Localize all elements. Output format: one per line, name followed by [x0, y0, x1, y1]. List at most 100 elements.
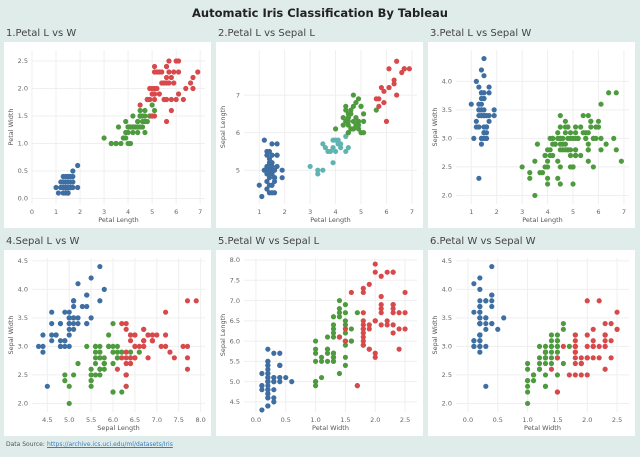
data-point-versicolor[interactable]: [348, 126, 354, 132]
data-point-virginica[interactable]: [123, 372, 129, 378]
data-point-setosa[interactable]: [274, 152, 280, 158]
data-point-setosa[interactable]: [261, 137, 267, 143]
data-point-versicolor[interactable]: [536, 355, 543, 361]
data-point-virginica[interactable]: [151, 113, 158, 119]
data-point-setosa[interactable]: [477, 343, 483, 350]
data-point-versicolor[interactable]: [606, 90, 612, 96]
data-point-setosa[interactable]: [75, 320, 81, 327]
data-point-virginica[interactable]: [384, 269, 390, 275]
data-point-setosa[interactable]: [489, 320, 495, 327]
data-point-setosa[interactable]: [88, 315, 94, 321]
data-point-setosa[interactable]: [66, 343, 72, 350]
data-point-virginica[interactable]: [372, 350, 378, 356]
data-point-virginica[interactable]: [399, 69, 405, 76]
data-point-setosa[interactable]: [477, 298, 483, 304]
data-point-setosa[interactable]: [274, 163, 280, 170]
data-point-versicolor[interactable]: [108, 140, 114, 147]
data-point-versicolor[interactable]: [542, 152, 548, 159]
data-point-virginica[interactable]: [171, 80, 177, 86]
data-point-virginica[interactable]: [402, 326, 408, 332]
data-point-versicolor[interactable]: [88, 366, 94, 372]
data-point-versicolor[interactable]: [127, 140, 134, 147]
data-point-versicolor[interactable]: [572, 152, 579, 159]
data-point-versicolor[interactable]: [345, 115, 351, 121]
data-point-virginica[interactable]: [566, 372, 572, 378]
data-point-setosa[interactable]: [473, 118, 479, 124]
data-point-virginica[interactable]: [151, 96, 158, 103]
data-point-versicolor[interactable]: [572, 147, 579, 153]
data-point-versicolor[interactable]: [110, 389, 116, 395]
data-point-virginica[interactable]: [141, 343, 147, 350]
data-point-versicolor[interactable]: [312, 350, 319, 356]
data-point-setosa[interactable]: [473, 78, 479, 84]
data-point-versicolor[interactable]: [524, 383, 531, 389]
data-point-virginica[interactable]: [119, 320, 125, 327]
data-point-setosa[interactable]: [66, 320, 72, 327]
data-point-setosa[interactable]: [71, 320, 77, 327]
data-point-setosa[interactable]: [491, 107, 497, 113]
data-point-virginica[interactable]: [144, 96, 150, 103]
data-point-setosa[interactable]: [264, 152, 270, 158]
data-point-virginica[interactable]: [390, 269, 396, 275]
data-point-virginica[interactable]: [360, 334, 366, 340]
data-point-virginica[interactable]: [360, 342, 366, 348]
data-point-versicolor[interactable]: [114, 355, 121, 361]
data-point-setosa[interactable]: [271, 399, 277, 405]
data-point-cluster-cyan[interactable]: [315, 167, 321, 173]
data-point-virginica[interactable]: [572, 349, 578, 355]
data-point-setosa[interactable]: [477, 349, 483, 355]
data-point-virginica[interactable]: [396, 310, 402, 316]
data-point-versicolor[interactable]: [354, 310, 360, 316]
data-point-versicolor[interactable]: [554, 338, 561, 344]
data-point-versicolor[interactable]: [120, 135, 126, 141]
data-point-virginica[interactable]: [378, 273, 384, 279]
data-point-versicolor[interactable]: [336, 310, 343, 316]
data-point-virginica[interactable]: [572, 343, 578, 350]
data-point-setosa[interactable]: [478, 90, 485, 96]
data-point-versicolor[interactable]: [142, 113, 148, 119]
data-point-setosa[interactable]: [486, 118, 492, 124]
data-point-virginica[interactable]: [154, 85, 160, 92]
data-point-versicolor[interactable]: [590, 164, 596, 170]
data-point-virginica[interactable]: [151, 63, 158, 70]
data-point-versicolor[interactable]: [595, 118, 602, 124]
data-point-virginica[interactable]: [386, 66, 392, 72]
data-point-versicolor[interactable]: [593, 124, 599, 130]
data-point-virginica[interactable]: [372, 354, 378, 360]
data-point-setosa[interactable]: [289, 379, 295, 385]
data-point-setosa[interactable]: [259, 193, 265, 200]
data-point-setosa[interactable]: [97, 263, 103, 270]
data-point-versicolor[interactable]: [330, 326, 337, 332]
data-point-versicolor[interactable]: [555, 175, 561, 181]
data-point-virginica[interactable]: [158, 343, 164, 350]
data-point-versicolor[interactable]: [127, 124, 134, 130]
data-point-setosa[interactable]: [481, 55, 487, 62]
data-point-virginica[interactable]: [195, 69, 201, 75]
data-point-versicolor[interactable]: [343, 118, 349, 124]
data-point-versicolor[interactable]: [585, 112, 591, 119]
data-point-versicolor[interactable]: [97, 343, 103, 350]
data-point-virginica[interactable]: [161, 96, 167, 103]
data-point-virginica[interactable]: [168, 107, 174, 114]
data-point-virginica[interactable]: [127, 332, 134, 338]
data-point-virginica[interactable]: [183, 85, 189, 92]
data-point-versicolor[interactable]: [110, 360, 116, 367]
data-point-setosa[interactable]: [71, 326, 77, 332]
data-point-setosa[interactable]: [476, 101, 482, 107]
data-point-virginica[interactable]: [166, 69, 172, 75]
data-point-virginica[interactable]: [402, 289, 408, 296]
data-point-cluster-cyan[interactable]: [330, 160, 336, 166]
data-point-versicolor[interactable]: [524, 400, 531, 407]
data-point-versicolor[interactable]: [560, 135, 566, 142]
data-point-virginica[interactable]: [390, 330, 396, 336]
data-point-versicolor[interactable]: [66, 400, 72, 407]
data-point-versicolor[interactable]: [114, 349, 121, 355]
data-point-setosa[interactable]: [265, 366, 271, 373]
data-point-virginica[interactable]: [360, 318, 366, 324]
data-point-virginica[interactable]: [384, 318, 390, 324]
data-point-versicolor[interactable]: [312, 338, 319, 344]
data-point-setosa[interactable]: [483, 326, 489, 332]
data-point-virginica[interactable]: [572, 372, 578, 378]
data-point-setosa[interactable]: [476, 107, 482, 113]
data-point-versicolor[interactable]: [557, 112, 563, 119]
